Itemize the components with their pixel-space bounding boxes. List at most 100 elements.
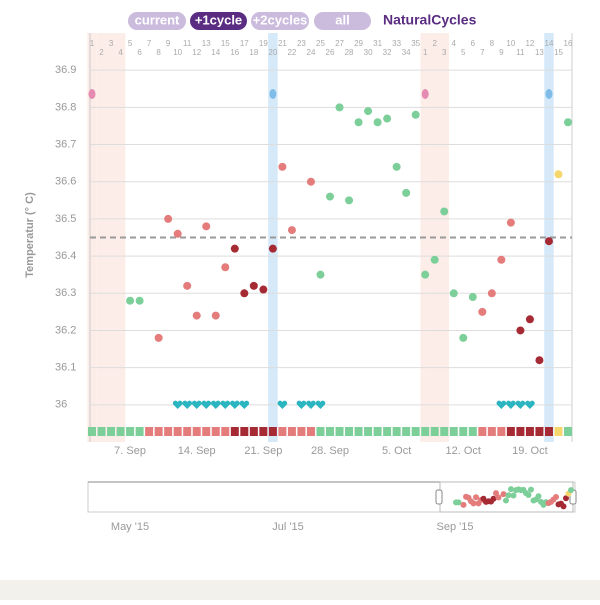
day-marker: [88, 89, 96, 99]
day-marker: [545, 89, 553, 99]
navigator-point: [505, 492, 512, 499]
day-status: [449, 427, 458, 436]
footer-band: [0, 580, 600, 600]
day-status: [107, 427, 116, 436]
heart: [239, 400, 250, 409]
day-number: 6: [137, 48, 142, 57]
x-tick-label: 14. Sep: [178, 445, 216, 457]
cycle-button[interactable]: [251, 12, 309, 30]
day-number: 9: [166, 39, 171, 48]
temperature-point: [525, 315, 534, 324]
day-status: [535, 427, 544, 436]
temperature-point: [354, 118, 363, 127]
day-number: 25: [316, 39, 325, 48]
day-number: 24: [307, 48, 316, 57]
temperature-point: [383, 114, 392, 123]
y-tick-label: 36: [55, 399, 67, 411]
heart: [506, 400, 516, 409]
day-status: [230, 427, 239, 436]
heart: [306, 400, 316, 409]
day-status: [478, 427, 487, 436]
day-status: [345, 427, 354, 436]
temperature-point: [335, 103, 344, 112]
navigator-point: [553, 493, 559, 500]
day-number: 16: [230, 48, 239, 57]
day-status: [126, 427, 135, 436]
temperature-point: [430, 255, 439, 264]
temperature-point: [249, 281, 258, 290]
day-status: [154, 427, 163, 436]
day-number: 30: [364, 48, 373, 57]
cycle-button-label: +1cycle: [195, 12, 242, 27]
temperature-point: [287, 226, 296, 235]
temperature-point: [126, 296, 135, 305]
day-status: [268, 427, 277, 436]
day-status: [259, 427, 268, 436]
cycle-button[interactable]: [128, 12, 186, 30]
navigator-label: Sep '15: [437, 521, 474, 533]
navigator-point: [473, 494, 479, 501]
day-number: 14: [211, 48, 220, 57]
navigator-point: [470, 500, 477, 507]
cycle-button[interactable]: [190, 12, 247, 30]
day-number: 13: [202, 39, 211, 48]
day-number: 29: [354, 39, 363, 48]
navigator-point: [528, 486, 534, 493]
navigator-point: [560, 503, 567, 510]
temperature-point: [449, 289, 458, 298]
x-tick-label: 12. Oct: [446, 445, 481, 457]
day-number: 28: [345, 48, 354, 57]
day-number: 6: [471, 39, 476, 48]
temperature-point: [392, 162, 401, 171]
temperature-point: [440, 207, 449, 216]
day-status: [335, 427, 344, 436]
navigator-point: [508, 486, 514, 493]
day-number: 1: [423, 48, 428, 57]
navigator-handle[interactable]: [435, 489, 443, 505]
cycle-button-label: current: [135, 12, 180, 27]
y-tick-label: 36.5: [55, 213, 76, 225]
day-status: [411, 427, 420, 436]
navigator-point: [460, 501, 467, 508]
navigator-point: [503, 497, 509, 504]
day-status: [364, 427, 373, 436]
day-number: 15: [221, 39, 230, 48]
day-status: [88, 427, 96, 436]
day-number: 2: [432, 39, 437, 48]
day-number: 3: [442, 48, 447, 57]
day-number: 11: [183, 39, 192, 48]
y-tick-label: 36.2: [55, 324, 76, 336]
day-number: 23: [297, 39, 306, 48]
day-marker: [421, 89, 429, 99]
day-status: [164, 427, 173, 436]
temperature-point: [564, 118, 572, 127]
day-number: 13: [535, 48, 544, 57]
day-number: 26: [326, 48, 335, 57]
day-status: [202, 427, 211, 436]
cycle-button[interactable]: [314, 12, 371, 30]
day-status: [240, 427, 249, 436]
day-number: 8: [156, 48, 161, 57]
day-number: 2: [99, 48, 104, 57]
day-status: [564, 427, 572, 436]
day-number: 14: [545, 39, 554, 48]
temperature-point: [364, 107, 373, 116]
heart: [496, 400, 507, 409]
heart: [220, 400, 231, 409]
temperature-point: [268, 244, 277, 253]
y-tick-label: 36.7: [55, 138, 76, 150]
day-status: [145, 427, 154, 436]
temperature-point: [402, 188, 411, 197]
day-number: 5: [128, 39, 133, 48]
day-number: 3: [109, 39, 114, 48]
day-number: 4: [452, 39, 457, 48]
day-status: [97, 427, 106, 436]
temperature-point: [192, 311, 201, 320]
cycle-button-label: +2cycles: [253, 12, 308, 27]
day-status: [249, 427, 258, 436]
x-tick-label: 28. Sep: [311, 445, 349, 457]
temperature-point: [183, 281, 192, 290]
heart: [229, 400, 240, 409]
day-status: [525, 427, 534, 436]
